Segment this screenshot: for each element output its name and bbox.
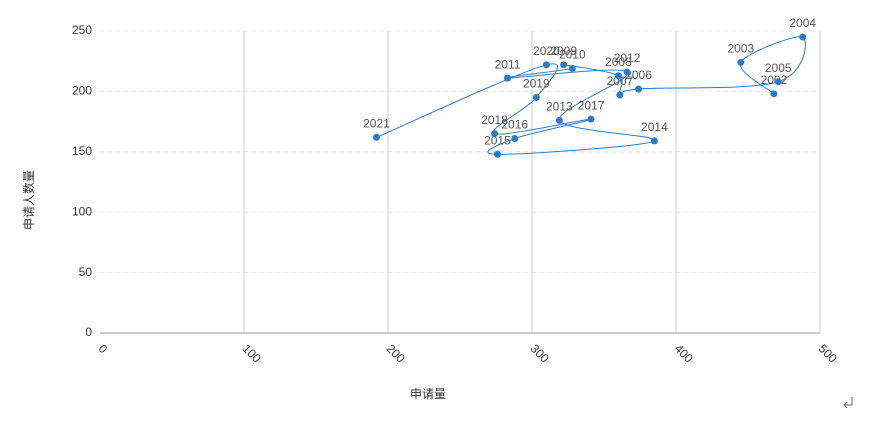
x-tick-label: 0 [96, 341, 111, 356]
point-label: 2015 [484, 133, 511, 147]
point-label: 2012 [614, 51, 641, 65]
point-label: 2008 [605, 55, 632, 69]
x-tick-label: 300 [528, 341, 552, 365]
point [650, 137, 658, 145]
point-label: 2002 [761, 73, 788, 87]
y-tick-label: 200 [72, 84, 92, 98]
point-label: 2005 [765, 61, 792, 75]
point [372, 133, 380, 141]
x-tick-label: 200 [384, 341, 408, 365]
point-label: 2010 [559, 48, 586, 62]
point-label: 2007 [606, 74, 633, 88]
point [623, 68, 631, 76]
point-label: 2003 [727, 42, 754, 56]
point-label: 2004 [789, 16, 816, 30]
point-label: 2019 [523, 77, 550, 91]
point-label: 2014 [641, 120, 668, 134]
point [555, 116, 563, 124]
point [614, 72, 622, 80]
x-tick-label: 400 [672, 341, 696, 365]
return-glyph [843, 397, 853, 409]
point-label: 2021 [363, 116, 390, 130]
point [493, 150, 501, 158]
point [799, 33, 807, 41]
y-tick-label: 50 [79, 265, 93, 279]
point-label: 2016 [501, 118, 528, 132]
point [560, 61, 568, 69]
point [774, 78, 782, 86]
point [511, 135, 519, 143]
point-label: 2013 [546, 100, 573, 114]
y-tick-label: 100 [72, 204, 92, 218]
point-label: 2006 [625, 68, 652, 82]
point [542, 61, 550, 69]
point [491, 130, 499, 138]
x-tick-label: 500 [816, 341, 840, 365]
point [532, 93, 540, 101]
y-axis-title: 申请人数量 [21, 170, 36, 230]
x-axis-title: 申请量 [410, 387, 446, 401]
point [616, 91, 624, 99]
x-tick-label: 100 [240, 341, 264, 365]
point-label: 2020 [533, 44, 560, 58]
point [737, 58, 745, 66]
point-label: 2017 [578, 98, 605, 112]
y-tick-label: 0 [85, 325, 92, 339]
point [568, 64, 576, 72]
point [504, 74, 512, 82]
y-tick-label: 150 [72, 144, 92, 158]
point [635, 85, 643, 93]
point-label: 2011 [495, 57, 521, 71]
point [770, 90, 778, 98]
point [587, 115, 595, 123]
point-label: 2018 [481, 113, 508, 127]
y-tick-label: 250 [72, 23, 92, 37]
point-label: 2009 [550, 44, 577, 58]
